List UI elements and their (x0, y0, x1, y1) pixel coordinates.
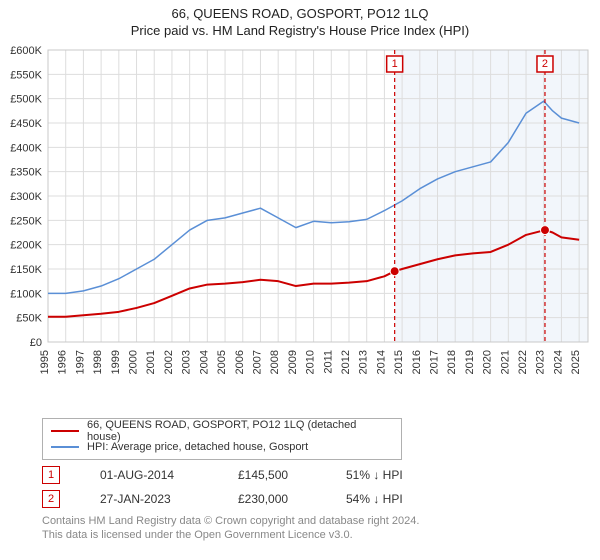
svg-text:2000: 2000 (128, 350, 140, 374)
svg-text:2008: 2008 (269, 350, 281, 374)
svg-text:1995: 1995 (39, 350, 51, 374)
svg-text:2016: 2016 (411, 350, 423, 374)
legend-label: 66, QUEENS ROAD, GOSPORT, PO12 1LQ (deta… (87, 419, 393, 443)
svg-text:£400K: £400K (10, 142, 42, 154)
title-address: 66, QUEENS ROAD, GOSPORT, PO12 1LQ (0, 6, 600, 21)
svg-text:1: 1 (392, 58, 398, 70)
legend-swatch (51, 430, 79, 432)
svg-text:2004: 2004 (198, 350, 210, 374)
svg-text:£200K: £200K (10, 240, 42, 252)
svg-text:1999: 1999 (110, 350, 122, 374)
event-hpi-delta: 54% ↓ HPI (346, 492, 436, 506)
event-row: 2 27-JAN-2023 £230,000 54% ↓ HPI (42, 490, 588, 508)
svg-text:£0: £0 (30, 337, 42, 349)
svg-text:2025: 2025 (570, 350, 582, 374)
svg-text:£50K: £50K (16, 313, 42, 325)
event-price: £145,500 (238, 468, 318, 482)
legend-item: 66, QUEENS ROAD, GOSPORT, PO12 1LQ (deta… (51, 423, 393, 439)
svg-text:2022: 2022 (517, 350, 529, 374)
svg-text:2018: 2018 (446, 350, 458, 374)
svg-text:2001: 2001 (145, 350, 157, 374)
svg-text:2021: 2021 (499, 350, 511, 374)
event-marker-number: 1 (42, 466, 60, 484)
svg-text:2019: 2019 (464, 350, 476, 374)
svg-text:2009: 2009 (287, 350, 299, 374)
event-date: 27-JAN-2023 (100, 492, 210, 506)
legend-label: HPI: Average price, detached house, Gosp… (87, 441, 308, 453)
footer-line-1: Contains HM Land Registry data © Crown c… (42, 514, 588, 528)
svg-text:2011: 2011 (322, 350, 334, 374)
svg-text:2023: 2023 (535, 350, 547, 374)
event-row: 1 01-AUG-2014 £145,500 51% ↓ HPI (42, 466, 588, 484)
svg-text:2013: 2013 (358, 350, 370, 374)
svg-text:2005: 2005 (216, 350, 228, 374)
line-chart: £0 £50K £100K £150K £200K £250K £300K £350K £400… (0, 42, 600, 412)
svg-text:£250K: £250K (10, 215, 42, 227)
event-marker-number: 2 (42, 490, 60, 508)
footer-line-2: This data is licensed under the Open Gov… (42, 528, 588, 542)
svg-text:2024: 2024 (552, 350, 564, 374)
event-price: £230,000 (238, 492, 318, 506)
legend: 66, QUEENS ROAD, GOSPORT, PO12 1LQ (deta… (42, 418, 402, 460)
svg-text:£500K: £500K (10, 94, 42, 106)
chart-titles: 66, QUEENS ROAD, GOSPORT, PO12 1LQ Price… (0, 0, 600, 42)
svg-text:£100K: £100K (10, 288, 42, 300)
svg-text:£450K: £450K (10, 118, 42, 130)
events-table: 1 01-AUG-2014 £145,500 51% ↓ HPI 2 27-JAN-202… (42, 466, 588, 508)
svg-text:2: 2 (542, 58, 548, 70)
title-subtitle: Price paid vs. HM Land Registry's House … (0, 23, 600, 38)
svg-text:1996: 1996 (57, 350, 69, 374)
legend-swatch (51, 446, 79, 448)
svg-text:£300K: £300K (10, 191, 42, 203)
svg-text:£350K: £350K (10, 167, 42, 179)
svg-text:1998: 1998 (92, 350, 104, 374)
svg-text:2015: 2015 (393, 350, 405, 374)
svg-text:2010: 2010 (305, 350, 317, 374)
svg-text:£150K: £150K (10, 264, 42, 276)
svg-text:2006: 2006 (234, 350, 246, 374)
event-date: 01-AUG-2014 (100, 468, 210, 482)
svg-text:2012: 2012 (340, 350, 352, 374)
event-hpi-delta: 51% ↓ HPI (346, 468, 436, 482)
svg-text:2003: 2003 (181, 350, 193, 374)
svg-text:2020: 2020 (482, 350, 494, 374)
svg-text:2007: 2007 (251, 350, 263, 374)
svg-text:£600K: £600K (10, 45, 42, 57)
svg-text:1997: 1997 (74, 350, 86, 374)
attribution-footer: Contains HM Land Registry data © Crown c… (42, 514, 588, 543)
svg-text:2017: 2017 (429, 350, 441, 374)
svg-text:£550K: £550K (10, 69, 42, 81)
svg-text:2002: 2002 (163, 350, 175, 374)
svg-text:2014: 2014 (375, 350, 387, 374)
